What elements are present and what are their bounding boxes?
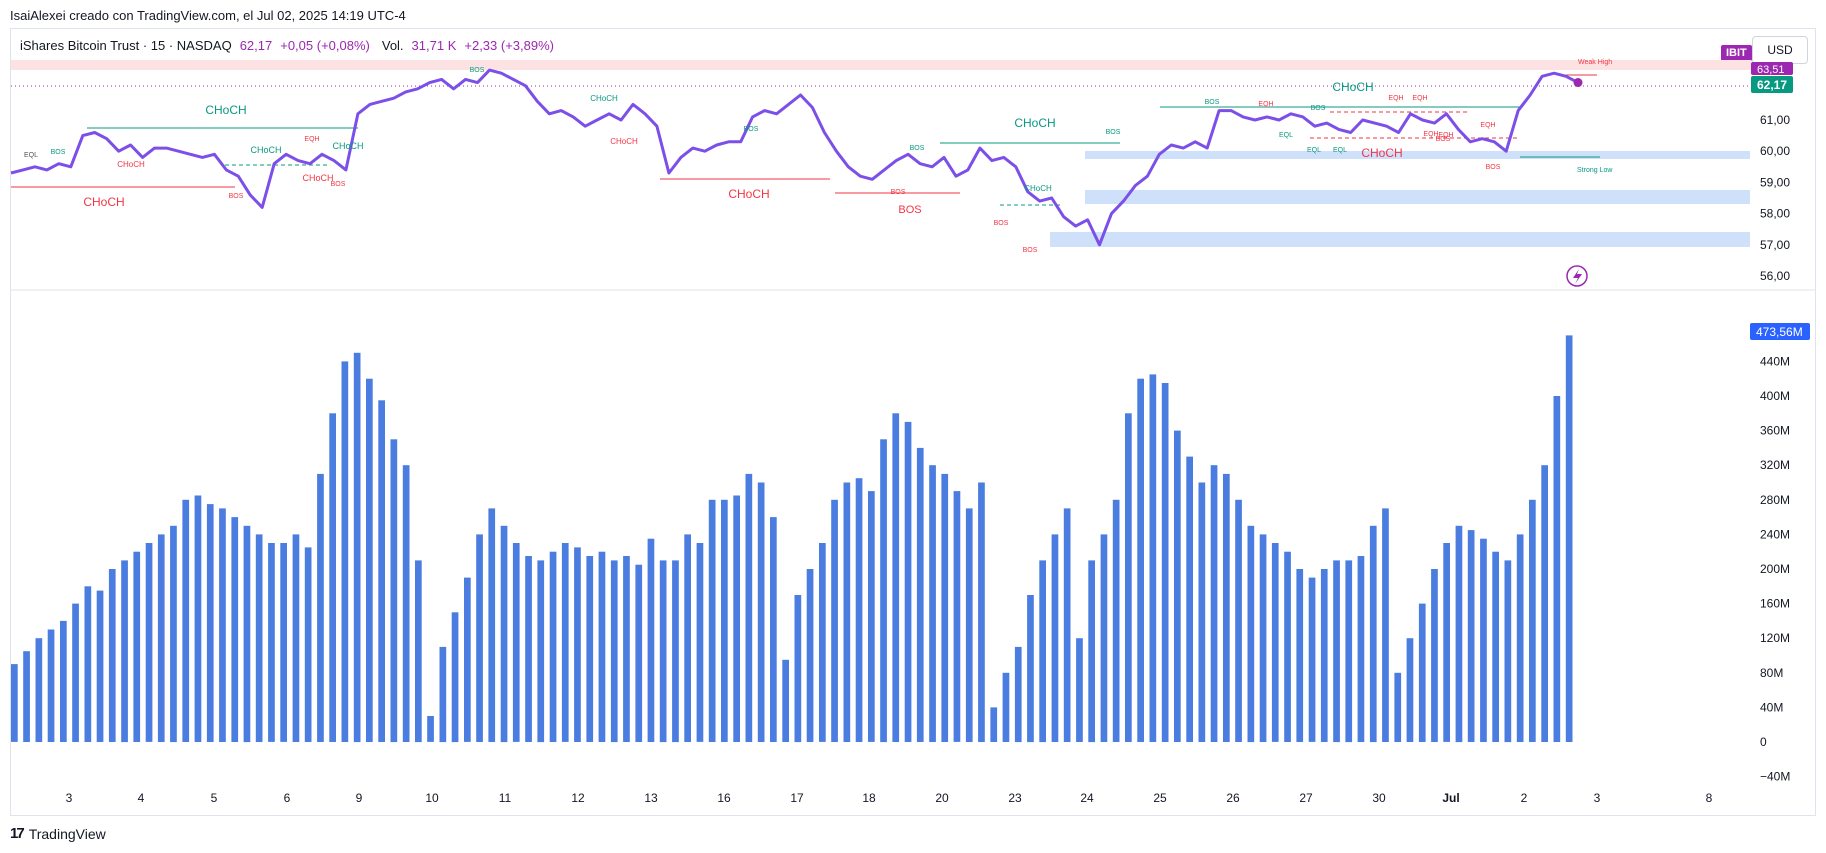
currency-selector[interactable]: USD xyxy=(1752,36,1808,64)
legend-volume-value: 31,71 K xyxy=(411,38,457,53)
tradingview-logo-icon: 17 xyxy=(10,825,25,842)
ticker-badge: IBIT xyxy=(1721,45,1752,61)
legend-change: +0,05 (+0,08%) xyxy=(280,38,370,53)
footer-brand: TradingView xyxy=(28,825,106,842)
legend-close: 62,17 xyxy=(239,38,273,53)
legend-volume-change: +2,33 (+3,89%) xyxy=(464,38,554,53)
chart-frame[interactable] xyxy=(10,28,1816,816)
symbol-title[interactable]: iShares Bitcoin Trust · 15 · NASDAQ xyxy=(20,38,232,53)
footer-branding: 17 TradingView xyxy=(10,825,106,842)
legend-volume-label: Vol. xyxy=(381,38,404,53)
chart-caption: IsaiAlexei creado con TradingView.com, e… xyxy=(10,8,406,23)
symbol-legend[interactable]: iShares Bitcoin Trust · 15 · NASDAQ 62,1… xyxy=(20,38,554,53)
